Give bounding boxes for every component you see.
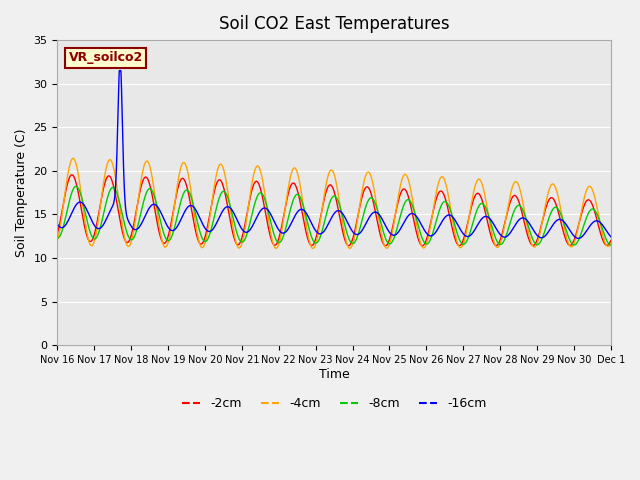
Legend: -2cm, -4cm, -8cm, -16cm: -2cm, -4cm, -8cm, -16cm [177,392,492,415]
Text: VR_soilco2: VR_soilco2 [68,51,143,64]
-2cm [286,185,294,191]
-8cm [563,228,570,234]
-16cm [54,221,61,227]
-4cm [286,176,294,181]
-4cm [563,235,570,240]
Line: -8cm: -8cm [58,186,611,245]
-2cm [381,243,389,249]
-16cm [590,219,598,225]
-8cm [317,233,324,239]
-2cm [291,181,298,187]
Line: -2cm: -2cm [58,175,611,246]
Line: -16cm: -16cm [58,71,611,239]
-8cm [590,207,598,213]
-8cm [54,235,61,241]
-16cm [286,223,294,228]
-2cm [607,238,614,243]
-4cm [607,240,614,246]
-4cm [590,192,598,198]
-8cm [291,194,298,200]
-2cm [317,215,324,220]
Title: Soil CO2 East Temperatures: Soil CO2 East Temperatures [219,15,449,33]
-8cm [607,242,614,248]
-16cm [456,225,463,231]
-2cm [563,239,570,244]
Y-axis label: Soil Temperature (C): Soil Temperature (C) [15,129,28,257]
Line: -4cm: -4cm [58,158,611,249]
-8cm [286,208,294,214]
-16cm [317,231,324,237]
X-axis label: Time: Time [319,368,349,381]
-4cm [69,156,77,161]
-4cm [456,244,463,250]
-8cm [456,237,463,243]
-2cm [590,207,598,213]
-2cm [456,243,463,249]
-4cm [54,238,61,243]
-16cm [563,222,570,228]
-16cm [291,214,298,220]
-2cm [54,230,61,236]
-4cm [309,246,317,252]
-2cm [68,172,76,178]
-16cm [116,68,124,73]
-16cm [607,234,614,240]
-8cm [72,183,80,189]
-4cm [317,216,324,222]
-4cm [291,165,298,171]
-16cm [575,236,582,241]
